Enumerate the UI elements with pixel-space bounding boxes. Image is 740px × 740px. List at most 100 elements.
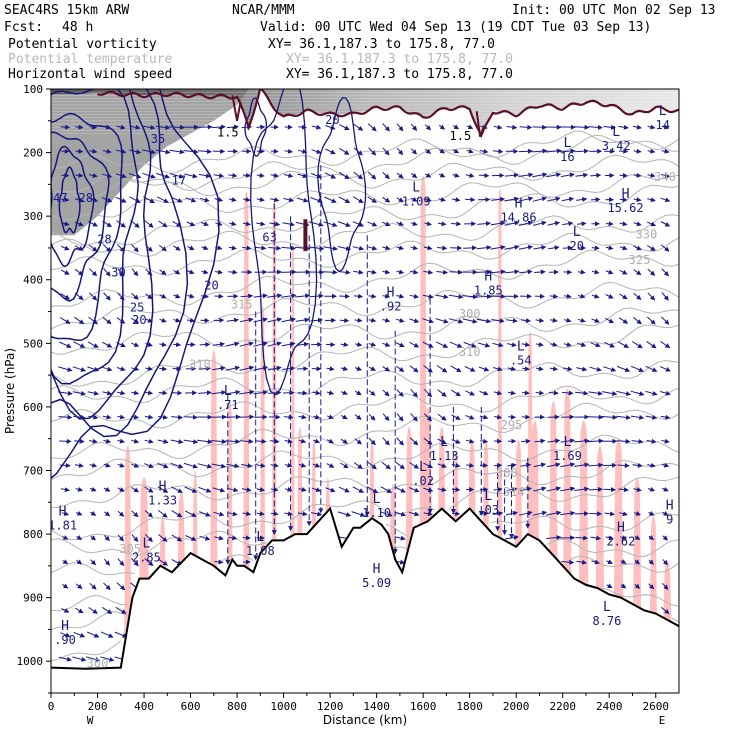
wind-vector bbox=[521, 438, 531, 444]
wind-vector bbox=[103, 438, 112, 444]
theta-contour bbox=[51, 459, 679, 509]
wind-vector bbox=[396, 221, 405, 226]
wind-vector bbox=[158, 220, 168, 228]
wind-vector bbox=[603, 124, 616, 130]
wind-vector bbox=[493, 487, 503, 493]
wind-vector bbox=[662, 535, 669, 541]
wind-vector bbox=[590, 535, 602, 541]
low-marker: L.54 bbox=[510, 339, 532, 367]
wind-vector bbox=[115, 173, 127, 179]
wind-vector bbox=[435, 294, 449, 300]
wind-vector bbox=[506, 318, 518, 324]
wind-vector bbox=[173, 269, 181, 275]
wind-vector bbox=[546, 486, 562, 492]
wind-vector bbox=[198, 366, 212, 372]
wind-vector bbox=[518, 172, 534, 178]
pv-shade-column bbox=[177, 490, 185, 567]
wind-vector bbox=[382, 342, 391, 347]
wind-vector bbox=[410, 388, 418, 398]
wind-vector bbox=[395, 342, 405, 347]
wind-vector bbox=[326, 438, 334, 444]
wind-vector bbox=[240, 438, 254, 444]
wind-vector bbox=[546, 510, 562, 516]
wind-vector bbox=[408, 487, 420, 493]
low-marker: L16 bbox=[560, 136, 574, 164]
wind-vector bbox=[465, 173, 475, 178]
wind-vector bbox=[533, 245, 547, 251]
wind-vector bbox=[311, 342, 323, 347]
high-letter: H bbox=[61, 619, 69, 634]
wind-vector bbox=[587, 438, 604, 444]
wind-vector bbox=[382, 413, 390, 422]
wind-vector bbox=[58, 366, 73, 372]
wind-vector bbox=[633, 172, 642, 178]
wind-vector bbox=[282, 366, 296, 371]
wind-vector bbox=[508, 390, 516, 396]
pv-shade-column bbox=[311, 439, 316, 529]
wind-vector bbox=[129, 149, 142, 155]
wind-vector bbox=[214, 559, 224, 565]
theta-contour bbox=[51, 281, 679, 330]
wind-vector bbox=[632, 462, 643, 468]
wind-vector bbox=[280, 293, 297, 299]
wind-vector bbox=[464, 197, 476, 203]
wind-vector bbox=[128, 173, 142, 179]
wind-vector bbox=[504, 196, 520, 202]
wind-vector bbox=[605, 245, 614, 251]
wind-vector bbox=[58, 390, 73, 396]
wind-vector bbox=[145, 366, 153, 372]
pv-shade-column bbox=[595, 445, 604, 592]
wind-vector bbox=[297, 511, 308, 517]
wind-speed-contour bbox=[51, 89, 220, 480]
wind-vector bbox=[87, 390, 100, 396]
wind-vector bbox=[504, 244, 520, 250]
pv-fold bbox=[475, 111, 485, 138]
wind-vector bbox=[382, 172, 390, 180]
wind-vector bbox=[227, 487, 239, 493]
wind-vector bbox=[577, 269, 586, 275]
wind-vector bbox=[256, 172, 265, 178]
wind-vector bbox=[547, 438, 561, 444]
wind-vector bbox=[145, 390, 154, 396]
wind-vector bbox=[241, 463, 253, 469]
wind-vector bbox=[645, 390, 658, 396]
wind-vector bbox=[351, 511, 366, 517]
wind-vector bbox=[452, 148, 460, 154]
wind-vector bbox=[647, 268, 656, 276]
wind-vector bbox=[201, 245, 209, 251]
pv-fold bbox=[231, 95, 242, 121]
y-tick-label: 1000 bbox=[17, 655, 44, 668]
wind-vector bbox=[198, 486, 212, 493]
wind-vector bbox=[254, 438, 267, 444]
wind-vector bbox=[587, 414, 604, 420]
wind-vector bbox=[211, 390, 227, 396]
theta-contour-label: 295 bbox=[501, 418, 523, 432]
extremum-value: 8.76 bbox=[592, 614, 621, 628]
wind-vector bbox=[74, 607, 84, 614]
low-letter: L bbox=[612, 125, 620, 140]
wind-vector bbox=[368, 317, 377, 323]
wind-vector bbox=[661, 438, 670, 444]
wind-vector bbox=[506, 342, 517, 348]
wind-vector bbox=[633, 245, 642, 251]
wind-vector bbox=[660, 221, 671, 227]
wind-vector bbox=[605, 269, 614, 275]
wind-vector bbox=[490, 244, 506, 250]
x-tick-label: 1400 bbox=[363, 700, 390, 713]
wind-vector bbox=[661, 292, 669, 301]
wind-vector bbox=[185, 535, 197, 541]
wind-vector bbox=[466, 148, 474, 154]
y-tick-label: 600 bbox=[23, 401, 43, 414]
wind-vector bbox=[353, 123, 364, 131]
wind-vector bbox=[520, 317, 531, 323]
wind-vector bbox=[310, 197, 323, 203]
wind-vector bbox=[477, 221, 491, 227]
wind-vector bbox=[90, 510, 97, 516]
wind-vector bbox=[297, 366, 309, 372]
wind-vector bbox=[466, 462, 475, 468]
theta-contour bbox=[51, 512, 679, 556]
wind-vector bbox=[169, 149, 185, 155]
contour-labels: 1.5 1.5 340 330 325 315 310 310 305 300 295 300 300 3… bbox=[53, 113, 676, 671]
wind-vector bbox=[618, 148, 629, 154]
